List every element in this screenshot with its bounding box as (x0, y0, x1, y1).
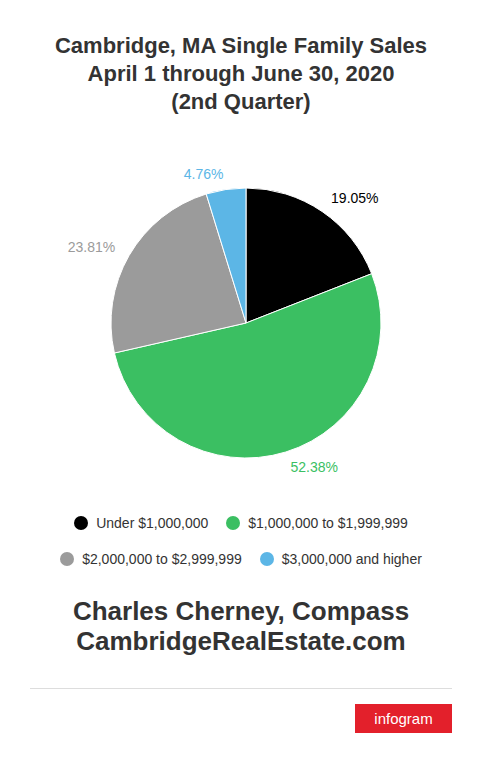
html-text:Charles Cherney, Compass: Charles Cherney, Compass (72, 596, 410, 626)
svg-text:23.81%: 23.81% (68, 239, 115, 255)
html-text:(2nd Quarter): (2nd Quarter) (171, 89, 311, 114)
svg-text:4.76%: 4.76% (184, 166, 224, 182)
html-text:Cambridge, MA Single Family Sa: Cambridge, MA Single Family Sales (55, 33, 427, 58)
html-text:April 1 through June 30, 2020: April 1 through June 30, 2020 (87, 61, 395, 86)
svg-text:52.38%: 52.38% (290, 459, 337, 475)
html-text:Under $1,000,000: Under $1,000,000 (96, 515, 209, 531)
html-text:infogram: infogram (374, 710, 433, 727)
html-text:CambridgeRealEstate.com: CambridgeRealEstate.com (76, 626, 406, 656)
html-text:$2,000,000 to $2,999,999: $2,000,000 to $2,999,999 (82, 551, 242, 567)
html-text:$3,000,000 and higher: $3,000,000 and higher (281, 551, 422, 567)
html-text:$1,000,000 to $1,999,999: $1,000,000 to $1,999,999 (248, 515, 408, 531)
svg-text:19.05%: 19.05% (331, 190, 378, 206)
